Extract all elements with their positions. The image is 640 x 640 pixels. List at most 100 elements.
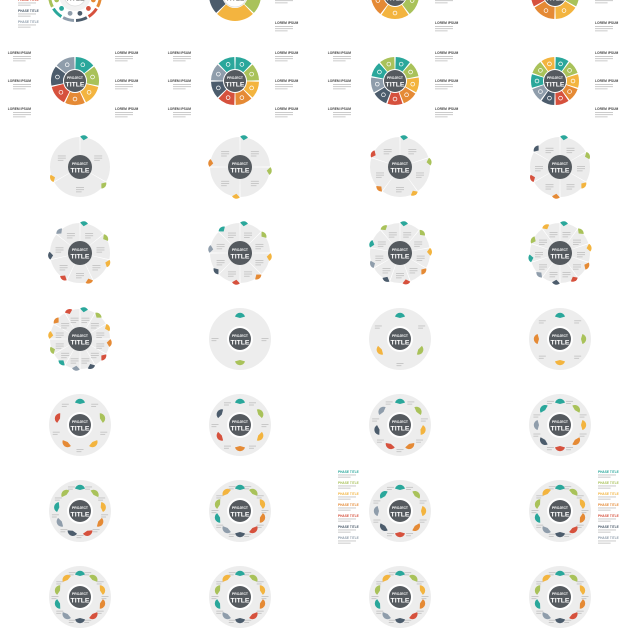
placeholder-line xyxy=(376,610,384,612)
lorem-label: LOREM IPSUM xyxy=(595,107,619,111)
placeholder-line xyxy=(576,524,584,526)
placeholder-line xyxy=(376,172,385,174)
placeholder-line xyxy=(221,153,230,155)
placeholder-line xyxy=(92,269,99,271)
center-disc xyxy=(388,155,412,179)
placeholder-line xyxy=(581,510,589,511)
placeholder-line xyxy=(55,247,64,249)
placeholder-line xyxy=(338,540,356,542)
placeholder-line xyxy=(416,255,425,257)
placeholder-line xyxy=(549,236,556,238)
petal-marker xyxy=(216,431,224,441)
placeholder-line xyxy=(227,273,236,275)
ring-segment xyxy=(51,84,70,103)
placeholder-line xyxy=(173,60,186,62)
placeholder-line xyxy=(51,516,57,518)
slice-tab xyxy=(536,272,543,278)
petal-text xyxy=(579,414,587,418)
lorem-label: LOREM IPSUM xyxy=(168,79,192,83)
petal-text xyxy=(67,486,75,490)
placeholder-line xyxy=(388,234,397,236)
center-title-line2: TITLE xyxy=(226,82,245,89)
petal-text xyxy=(404,572,412,576)
slice-tab xyxy=(101,354,107,361)
diagram-variant: PROJECT TITLE xyxy=(480,296,640,382)
slice-text xyxy=(227,232,236,238)
center-disc xyxy=(64,70,86,92)
petal-marker xyxy=(385,442,395,450)
placeholder-line xyxy=(564,488,570,490)
petal-text xyxy=(373,519,381,523)
petal-marker xyxy=(382,612,391,620)
diagram-svg: PROJECT TITLE xyxy=(49,394,111,456)
placeholder-line xyxy=(98,497,106,499)
petal-marker xyxy=(82,530,93,536)
center-disc xyxy=(389,586,411,608)
slice-tab xyxy=(581,182,587,189)
placeholder-line xyxy=(572,244,579,245)
ring-segment xyxy=(381,4,409,20)
placeholder-line xyxy=(55,347,62,349)
segment-icon xyxy=(558,61,563,67)
petal-text xyxy=(566,447,574,451)
center-title-line2: TITLE xyxy=(66,82,85,89)
placeholder-line xyxy=(56,581,64,583)
placeholder-line xyxy=(382,268,391,269)
placeholder-line xyxy=(92,529,100,531)
diagram-variant: PROJECT TITLE PHASE TITLE PHASE TITLE PHASE … xyxy=(320,468,480,554)
placeholder-line xyxy=(173,112,191,113)
petal-text xyxy=(564,533,572,537)
segment-icon xyxy=(570,78,576,84)
placeholder-line xyxy=(338,474,356,476)
lorem-label: LOREM IPSUM xyxy=(115,107,139,111)
pie-slice xyxy=(67,253,93,283)
center-disc xyxy=(69,586,91,608)
slice-tab xyxy=(528,254,534,263)
petal-marker xyxy=(534,499,541,509)
slice-text xyxy=(61,352,70,359)
pie-slice xyxy=(530,152,560,182)
placeholder-line xyxy=(216,526,222,528)
placeholder-line xyxy=(435,86,453,88)
segment-icon xyxy=(90,0,96,3)
placeholder-line xyxy=(96,610,104,612)
placeholder-line xyxy=(224,402,231,404)
placeholder-line xyxy=(228,533,236,535)
phase-label: PHASE TITLE xyxy=(18,20,39,24)
placeholder-line xyxy=(211,340,217,342)
placeholder-line xyxy=(533,435,539,437)
lorem-text xyxy=(595,0,613,4)
slice-text xyxy=(396,187,404,193)
placeholder-line xyxy=(216,243,225,245)
petal-text xyxy=(211,338,219,342)
placeholder-line xyxy=(595,86,613,88)
placeholder-line xyxy=(535,168,543,170)
lorem-label: LOREM IPSUM xyxy=(435,107,459,111)
placeholder-line xyxy=(533,414,541,416)
ring-segment xyxy=(405,77,419,93)
petal-marker xyxy=(412,523,421,532)
petal-marker xyxy=(54,413,61,423)
placeholder-line xyxy=(535,254,543,256)
placeholder-line xyxy=(227,271,236,273)
segment-icon xyxy=(538,68,543,73)
placeholder-line xyxy=(536,612,542,614)
slice-tab xyxy=(80,135,88,141)
project-title-center: PROJECT TITLE xyxy=(229,414,251,436)
placeholder-line xyxy=(388,236,395,238)
placeholder-line xyxy=(545,184,554,186)
placeholder-line xyxy=(221,183,230,184)
placeholder-line xyxy=(211,426,217,428)
slice-tab xyxy=(560,135,568,141)
placeholder-line xyxy=(574,322,580,324)
placeholder-line xyxy=(419,521,425,523)
placeholder-line xyxy=(101,514,109,516)
placeholder-line xyxy=(81,319,90,321)
petal-marker xyxy=(394,570,406,576)
petal-text xyxy=(256,495,264,499)
placeholder-line xyxy=(115,58,133,60)
slice-text xyxy=(90,352,99,359)
center-title-line1: PROJECT xyxy=(547,76,564,80)
petal-text xyxy=(546,447,554,451)
